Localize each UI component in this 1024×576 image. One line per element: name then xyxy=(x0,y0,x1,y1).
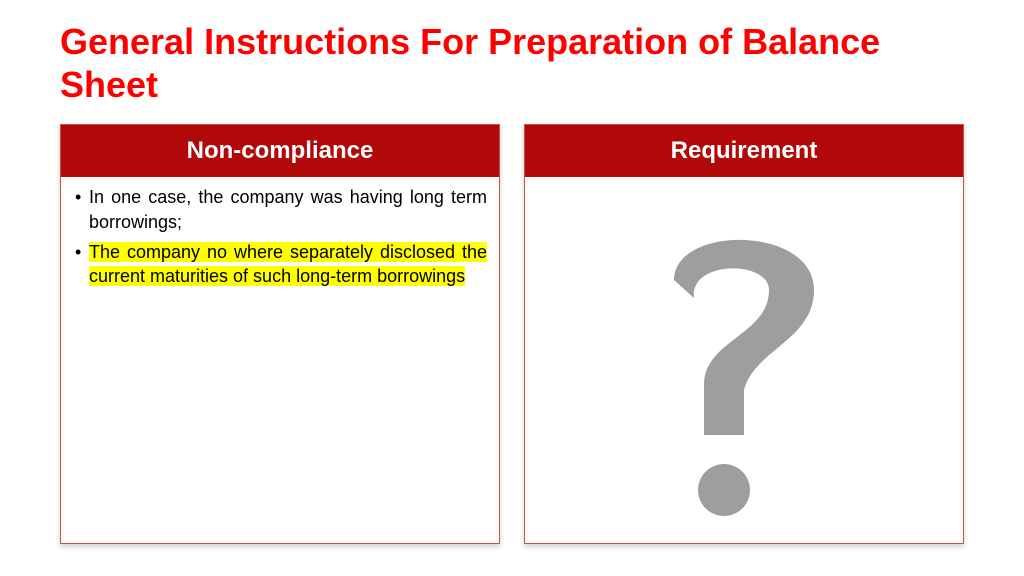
slide-title: General Instructions For Preparation of … xyxy=(60,20,964,106)
panel-noncompliance: Non-compliance In one case, the company … xyxy=(60,124,500,544)
columns-container: Non-compliance In one case, the company … xyxy=(60,124,964,544)
highlighted-text: The company no where separately disclose… xyxy=(89,242,487,286)
bullet-item: In one case, the company was having long… xyxy=(73,185,487,234)
question-mark-icon xyxy=(634,190,854,530)
panel-requirement: Requirement xyxy=(524,124,964,544)
panel-header-noncompliance: Non-compliance xyxy=(61,125,499,177)
bullet-item: The company no where separately disclose… xyxy=(73,240,487,289)
panel-body-noncompliance: In one case, the company was having long… xyxy=(61,177,499,543)
slide: General Instructions For Preparation of … xyxy=(0,0,1024,576)
panel-header-requirement: Requirement xyxy=(525,125,963,177)
bullets-list: In one case, the company was having long… xyxy=(73,185,487,288)
panel-body-requirement xyxy=(525,177,963,543)
